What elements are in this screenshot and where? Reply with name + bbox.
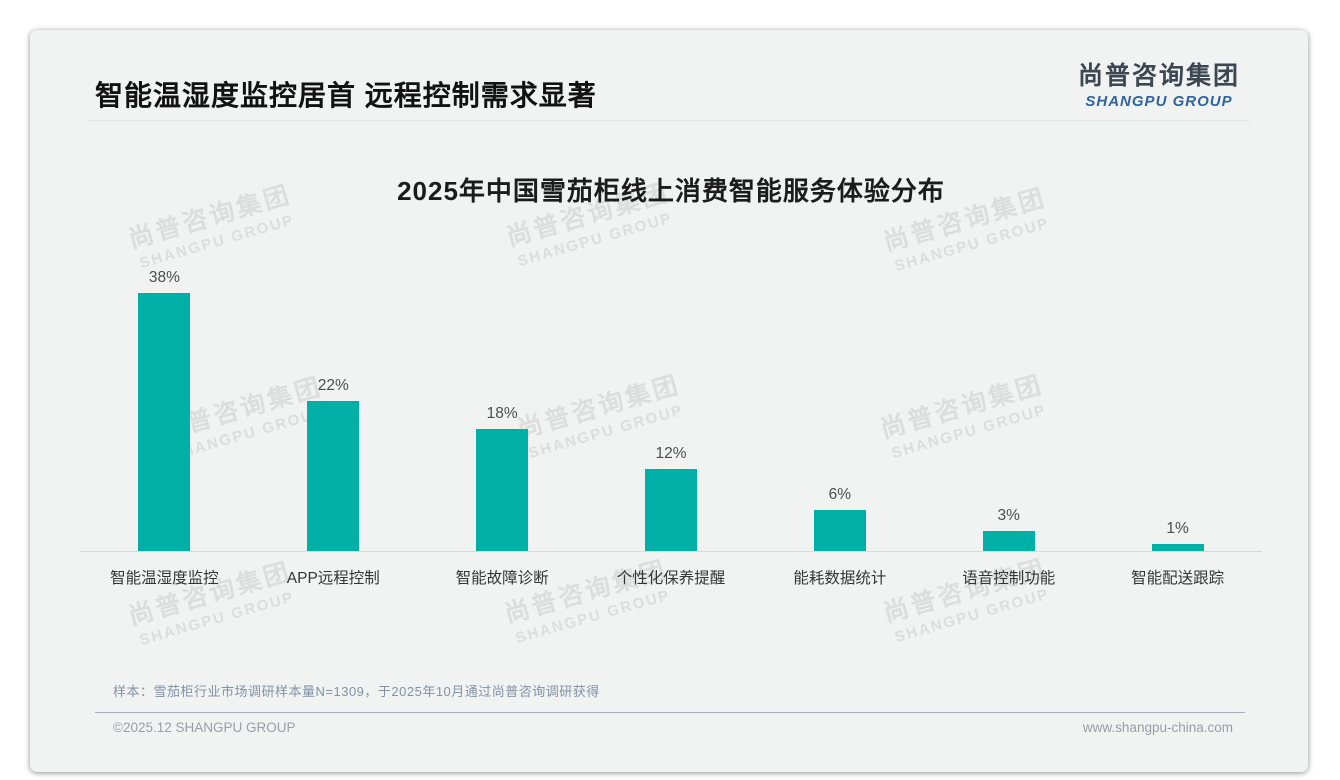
bar-column: 12% xyxy=(587,445,756,551)
page-title: 智能温湿度监控居首 远程控制需求显著 xyxy=(95,80,597,111)
bar-value-label: 12% xyxy=(655,445,687,463)
watermark-line-cn: 尚普咨询集团 xyxy=(880,554,1050,628)
bar xyxy=(645,469,697,551)
category-label: APP远程控制 xyxy=(286,570,380,587)
logo-chinese-name: 尚普咨询集团 xyxy=(1077,62,1240,90)
header-divider xyxy=(88,120,1250,121)
bar-value-label: 6% xyxy=(828,486,852,504)
logo-english-name: SHANGPU GROUP xyxy=(1085,93,1233,110)
bar-column: 6% xyxy=(755,486,924,551)
company-logo: 尚普咨询集团 SHANGPU GROUP xyxy=(1078,56,1240,110)
category-label: 个性化保养提醒 xyxy=(616,570,726,587)
category-labels: 智能温湿度监控 APP远程控制 智能故障诊断 个性化保养提醒 能耗数据统计 语音控制功能 智… xyxy=(80,566,1262,588)
watermark-line-cn: 尚普咨询集团 xyxy=(501,555,671,629)
footer-divider xyxy=(95,712,1245,713)
category-label: 智能温湿度监控 xyxy=(110,570,219,587)
bar-column: 1% xyxy=(1093,520,1262,551)
category-label: 语音控制功能 xyxy=(962,570,1056,587)
watermark-line-en: SHANGPU GROUP xyxy=(137,588,297,650)
bar-column: 3% xyxy=(924,507,1093,551)
bar-value-label: 1% xyxy=(1166,520,1189,538)
bar-value-label: 18% xyxy=(486,404,518,422)
category-label: 能耗数据统计 xyxy=(793,570,887,587)
bar xyxy=(982,530,1035,551)
watermark-line-en: SHANGPU GROUP xyxy=(892,585,1052,647)
bar xyxy=(813,510,866,551)
website-text: www.shangpu-china.com xyxy=(1082,720,1233,735)
chart-title: 2025年中国雪茄柜线上消费智能服务体验分布 xyxy=(397,176,945,206)
bar xyxy=(476,428,529,551)
watermark-line-en: SHANGPU GROUP xyxy=(513,586,673,648)
copyright-text: ©2025.12 SHANGPU GROUP xyxy=(113,720,296,735)
bar-column: 38% xyxy=(80,269,249,551)
bar-column: 22% xyxy=(249,377,418,551)
sample-note: 样本：雪茄柜行业市场调研样本量N=1309，于2025年10月通过尚普咨询调研获… xyxy=(113,684,600,699)
bar-column: 18% xyxy=(418,405,587,551)
bar xyxy=(138,292,191,551)
category-label: 智能故障诊断 xyxy=(455,570,549,587)
watermark: 尚普咨询集团 SHANGPU GROUP xyxy=(879,549,1055,647)
bar-value-label: 38% xyxy=(148,268,180,286)
bar-chart-plot: 38% 22% 18% 12% 6% 3% 1% xyxy=(80,252,1262,552)
slide-card: 智能温湿度监控居首 远程控制需求显著 尚普咨询集团 SHANGPU GROUP … xyxy=(30,30,1308,772)
bar-value-label: 22% xyxy=(317,377,349,395)
category-label: 智能配送跟踪 xyxy=(1131,570,1225,587)
watermark: 尚普咨询集团 SHANGPU GROUP xyxy=(500,550,676,648)
footer-row: ©2025.12 SHANGPU GROUP www.shangpu-china… xyxy=(113,720,1233,735)
watermark-line-cn: 尚普咨询集团 xyxy=(125,557,295,631)
bar xyxy=(307,401,360,551)
bar-value-label: 3% xyxy=(997,506,1020,524)
bar xyxy=(1151,544,1204,551)
